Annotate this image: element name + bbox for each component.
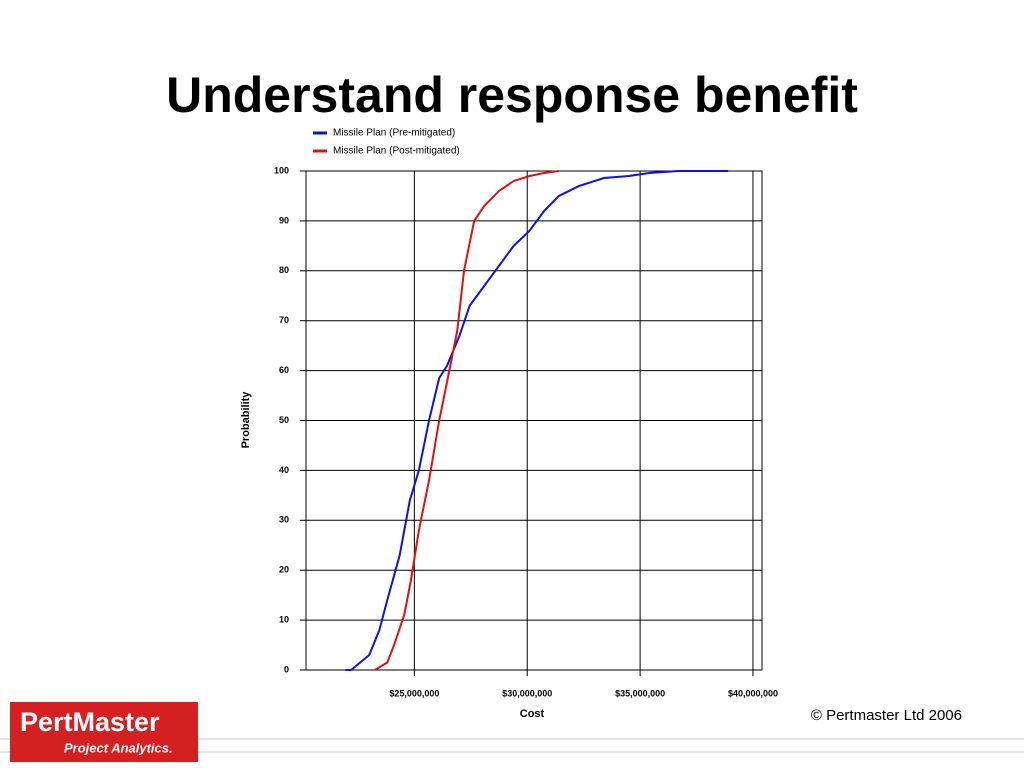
logo-subtext: Project Analytics. bbox=[64, 740, 173, 755]
y-tick-label: 70 bbox=[279, 315, 289, 325]
x-tick-label: $35,000,000 bbox=[615, 688, 665, 698]
logo-text: PertMaster bbox=[20, 707, 160, 737]
data-line bbox=[374, 170, 559, 671]
y-tick-label: 50 bbox=[279, 415, 289, 425]
x-axis-label: Cost bbox=[520, 708, 545, 720]
y-tick-label: 80 bbox=[279, 265, 289, 275]
legend-label: Missile Plan (Pre-mitigated) bbox=[333, 128, 455, 139]
x-tick-label: $25,000,000 bbox=[389, 688, 439, 698]
y-axis-label: Probability bbox=[240, 391, 252, 449]
copyright: © Pertmaster Ltd 2006 bbox=[811, 707, 962, 724]
y-tick-label: 60 bbox=[279, 365, 289, 375]
logo-box bbox=[10, 702, 198, 762]
legend-label: Missile Plan (Post-mitigated) bbox=[333, 146, 460, 157]
y-tick-label: 40 bbox=[279, 465, 289, 475]
x-tick-label: $40,000,000 bbox=[728, 688, 778, 698]
y-tick-label: 100 bbox=[274, 165, 289, 175]
y-tick-label: 20 bbox=[279, 565, 289, 575]
y-tick-label: 90 bbox=[279, 215, 289, 225]
y-tick-label: 0 bbox=[284, 664, 289, 674]
data-line bbox=[345, 170, 729, 671]
y-tick-label: 10 bbox=[279, 614, 289, 624]
x-tick-label: $30,000,000 bbox=[502, 688, 552, 698]
slide-title: Understand response benefit bbox=[166, 67, 858, 123]
y-tick-label: 30 bbox=[279, 515, 289, 525]
